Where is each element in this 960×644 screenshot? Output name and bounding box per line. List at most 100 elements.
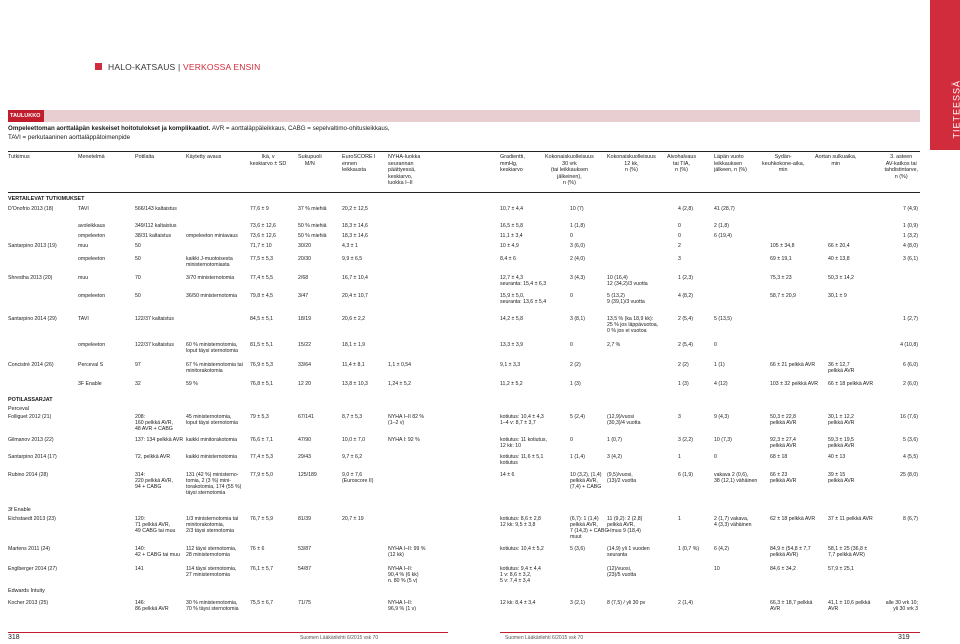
table-cell: 114 täysi sternotomia, 27 ministernotomi…	[186, 566, 237, 578]
table-cell: 3/70 ministernotomia	[186, 275, 235, 281]
table-cell: ompeleeton	[78, 293, 106, 299]
breadcrumb-section: HALO-KATSAUS |	[108, 62, 181, 72]
table-cell: 40 ± 13	[828, 454, 846, 460]
table-cell: 20,2 ± 12,5	[342, 206, 368, 212]
table-cell: NYHA I: 92 %	[388, 437, 420, 443]
table-cell: 36/50 ministernotomia	[186, 293, 238, 299]
table-cell: 3 (6,1)	[903, 256, 918, 262]
table-cell: Gilmanov 2013 (22)	[8, 437, 54, 443]
table-cell: 146: 86 pelkkä AVR	[135, 600, 169, 612]
column-header: Läpän vuoto leikkauksen jälkeen, n (%)	[714, 154, 747, 174]
table-cell: 2 (2)	[570, 362, 581, 368]
column-header: Aivohalvaus tai TIA, n (%)	[667, 154, 697, 174]
table-cell: Santarpino 2013 (19)	[8, 243, 57, 249]
table-cell: 0	[570, 342, 573, 348]
table-cell: 66 ± 23 pelkkä AVR	[770, 472, 797, 484]
breadcrumb-subsection: VERKOSSA ENSIN	[182, 62, 261, 72]
table-cell: 25 (8,0)	[900, 472, 918, 478]
table-cell: 66,3 ± 18,7 pelkkä AVR	[770, 600, 813, 612]
table-cell: 45 ministernotomia, loput täysi sternoto…	[186, 414, 238, 426]
table-cell: 37 ± 11 pelkkä AVR	[828, 516, 873, 522]
column-header: Aortan sulkuaika, min	[815, 154, 857, 167]
section-label: POTILASSARJAT	[8, 397, 53, 403]
table-cell: 15/22	[298, 342, 311, 348]
table-cell: 79,8 ± 4,5	[250, 293, 274, 299]
table-cell: 1	[678, 454, 681, 460]
column-header: Kokonaiskuolleisuus 12 kk, n (%)	[607, 154, 656, 174]
table-cell: 208: 160 pelkkä AVR, 48 AVR + CABG	[135, 414, 173, 432]
table-cell: 10 (3,2), (1,4) pelkkä AVR, (7,4) + CABG	[570, 472, 602, 490]
table-cell: 30/20	[298, 243, 311, 249]
table-cell: 33/64	[298, 362, 311, 368]
table-cell: 1 (2,7)	[903, 316, 918, 322]
table-cell: 58,1 ± 25 (36,8 ± 7,7 pelkkä AVR)	[828, 546, 868, 558]
table-cell: 29/43	[298, 454, 311, 460]
journal-left: Suomen Lääkärilehti 6/2015 vsk 70	[300, 635, 379, 641]
table-cell: 77,5 ± 5,3	[250, 256, 274, 262]
table-cell: 76,9 ± 5,3	[250, 362, 274, 368]
table-cell: 4,3 ± 1	[342, 243, 358, 249]
table-cell: Santarpino 2014 (17)	[8, 454, 57, 460]
table-cell: 10 (16,4) 12 (34,2)/3 vuotta	[607, 275, 648, 287]
table-cell: 13,5 % (ka 18,9 kk): 25 % jos läppävuoto…	[607, 316, 659, 334]
table-cell: 349/112 kaltaistus	[135, 223, 177, 229]
table-cell: muu	[78, 275, 89, 281]
table-cell: 5 (13,2) 9 (39,1)/3 vuotta	[607, 293, 645, 305]
table-cell: 58,7 ± 20,9	[770, 293, 796, 299]
table-cell: 76,1 ± 5,7	[250, 566, 274, 572]
table-cell: 9,9 ± 6,5	[342, 256, 363, 262]
table-cell: 140: 42 + CABG tai muu	[135, 546, 180, 558]
table-cell: 6 (19,4)	[714, 233, 732, 239]
table-cell: 2 (1,8)	[714, 223, 729, 229]
table-cell: 77,6 ± 9	[250, 206, 269, 212]
table-cell: (9,5)/vuosi, (13)/2 vuotta	[607, 472, 637, 484]
table-cell: 13,3 ± 3,9	[500, 342, 524, 348]
table-cell: 59,3 ± 19,5 pelkkä AVR	[828, 437, 855, 449]
column-header: 3. asteen AV-katkos tai tahdistintarve, …	[884, 154, 918, 180]
table-title: Ompeleettoman aorttaläpän keskeiset hoit…	[8, 125, 390, 132]
section-label: Perceval	[8, 406, 29, 412]
table-cell: 0	[678, 223, 681, 229]
table-cell: 0	[714, 342, 717, 348]
table-cell: 5 (2,4)	[570, 414, 585, 420]
table-cell: 1,1 ± 0,54	[388, 362, 412, 368]
table-cell: (12,9)/vuosi (30,3)/4 vuotta	[607, 414, 641, 426]
table-cell: 2	[678, 243, 681, 249]
table-cell: 38/31 kaltaistus	[135, 233, 172, 239]
table-cell: 141	[135, 566, 144, 572]
table-number: TAULUKKO 2.	[8, 110, 44, 131]
table-cell: 20,7 ± 19	[342, 516, 364, 522]
table-cell: 66 ± 20,4	[828, 243, 850, 249]
journal-right: Suomen Lääkärilehti 6/2015 vsk 70	[505, 635, 584, 641]
table-cell: 50,3 ± 22,8 pelkkä AVR	[770, 414, 797, 426]
table-cell: kaikki ministernotomia	[186, 454, 238, 460]
column-header: NYHA-luokka seurannan päättyessä, keskia…	[388, 154, 421, 187]
table-cell: ompeleeton	[78, 256, 106, 262]
table-cell: 103 ± 32 pelkkä AVR	[770, 381, 819, 387]
table-cell: 4 (8,0)	[903, 243, 918, 249]
table-cell: kotiutus: 11 kotiutus, 12 kk: 10	[500, 437, 547, 449]
table-cell: 57,9 ± 25,1	[828, 566, 854, 572]
table-cell: 2 (5,4)	[678, 316, 693, 322]
table-cell: 20/30	[298, 256, 311, 262]
table-cell: vakava 2 (0,6), 38 (12,1) vähäinen	[714, 472, 758, 484]
table-cell: Martens 2011 (24)	[8, 546, 51, 552]
table-cell: 20,6 ± 2,2	[342, 316, 366, 322]
table-cell: 66 ± 18 pelkkä AVR	[828, 381, 874, 387]
table-cell: 71/75	[298, 600, 311, 606]
table-cell: 18,3 ± 14,6	[342, 223, 368, 229]
table-cell: 50,3 ± 14,2	[828, 275, 854, 281]
table-cell: 50	[135, 243, 141, 249]
table-cell: 16,7 ± 10,4	[342, 275, 368, 281]
table-cell: 9,0 ± 7,6 (Euroscore II)	[342, 472, 374, 484]
table-cell: 105 ± 34,8	[770, 243, 795, 249]
column-header: Ikä, v keskiarvo ± SD	[250, 154, 287, 167]
table-cell: ompeleeton	[78, 342, 106, 348]
column-header: Sydän- keuhkokone-aika, min	[762, 154, 805, 174]
table-cell: 84,5 ± 5,1	[250, 316, 274, 322]
table-cell: Kocher 2013 (25)	[8, 600, 49, 606]
table-cell: 77,4 ± 5,5	[250, 275, 274, 281]
table-cell: 84,9 ± (54,8 ± 7,7 pelkkä AVR)	[770, 546, 811, 558]
table-header-band	[44, 110, 920, 122]
table-cell: 1 (0,7)	[607, 437, 622, 443]
